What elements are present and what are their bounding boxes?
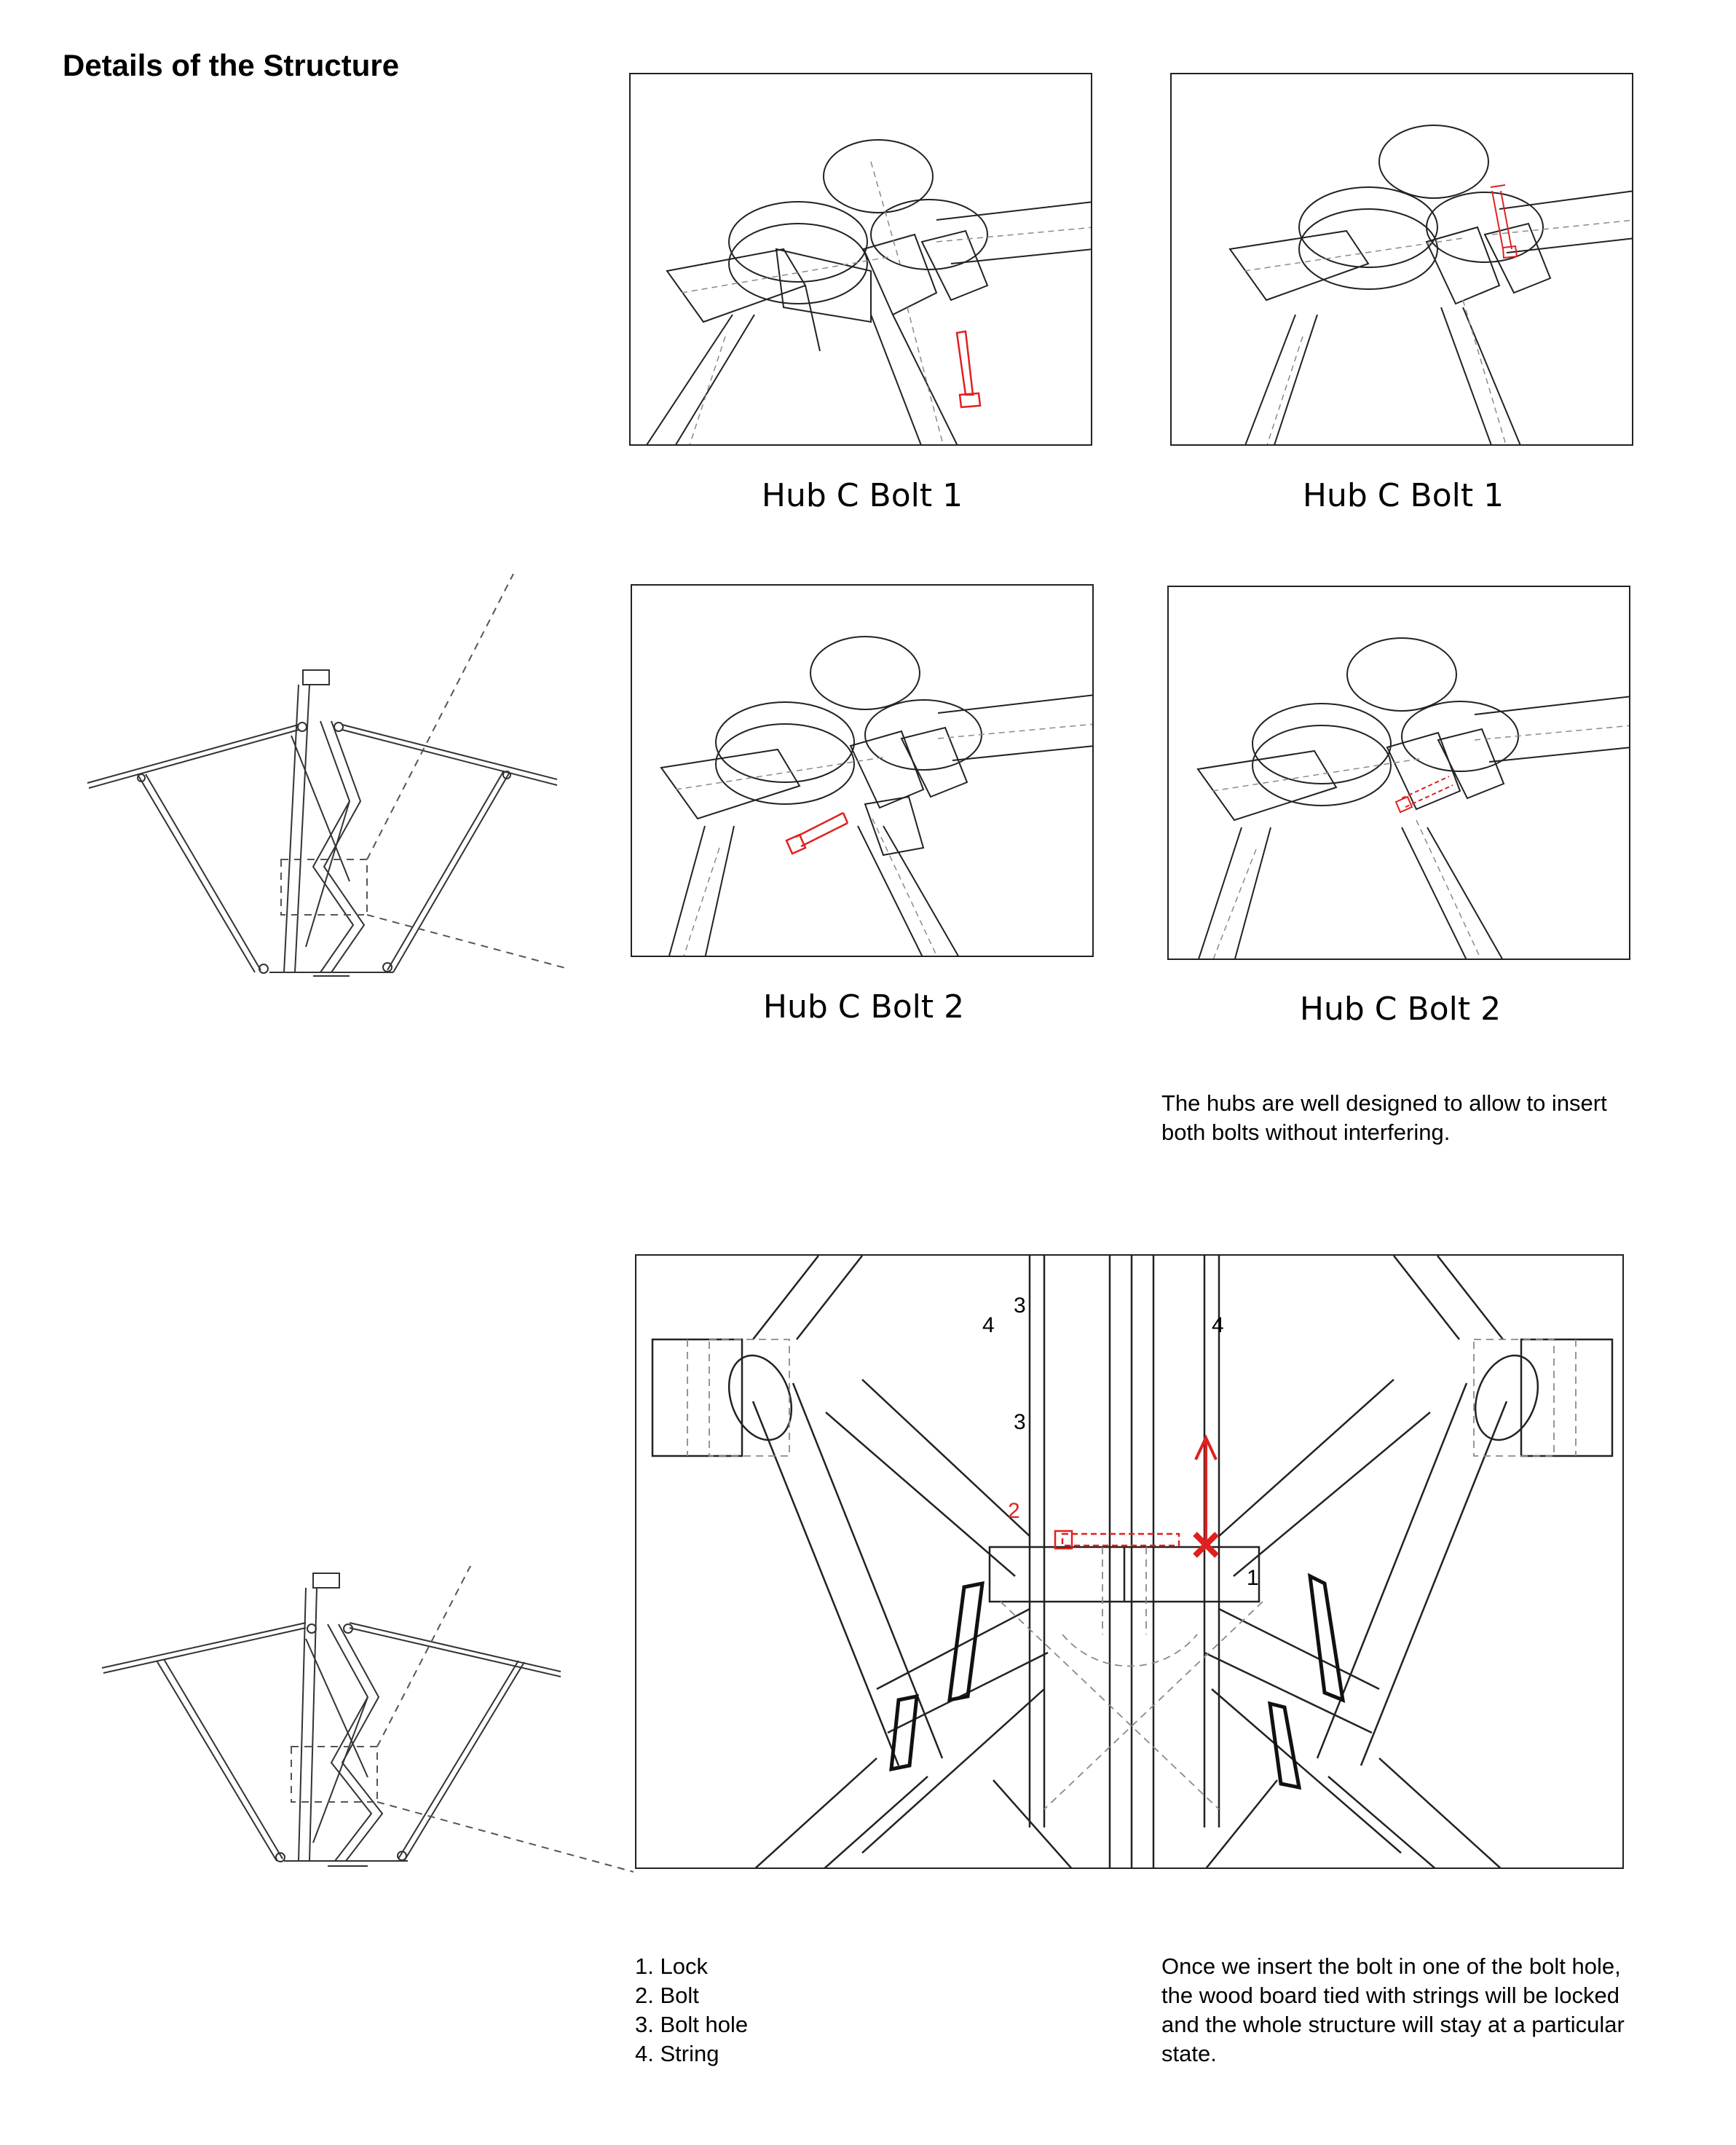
panel-caption: Hub C Bolt 1 [761, 477, 963, 514]
legend-item: 2. Bolt [635, 1983, 699, 2008]
bolt-icon [1394, 776, 1453, 814]
lock-note: Once we insert the bolt in one of the bo… [1161, 1953, 1625, 2066]
lock-mechanism-detail-panel: 1 2 3 3 4 4 [635, 1254, 1624, 1869]
legend-item: 3. Bolt hole [635, 2012, 749, 2037]
label-bolt: 2 [1008, 1499, 1020, 1523]
bolt-icon [785, 811, 849, 855]
hub-assembly-drawing [1228, 125, 1632, 444]
label-bolt-hole-b: 3 [1014, 1410, 1026, 1434]
legend-item: 4. String [635, 2041, 719, 2066]
page-title: Details of the Structure [63, 48, 400, 82]
up-arrow-icon [1194, 1434, 1218, 1543]
label-string-right: 4 [1212, 1313, 1224, 1337]
hub-assembly-drawing [660, 636, 1092, 956]
legend: 1. Lock 2. Bolt 3. Bolt hole 4. String [635, 1952, 748, 2069]
hub-c-bolt-2-panel-b [1167, 586, 1630, 960]
panel-caption: Hub C Bolt 1 [1302, 477, 1504, 514]
hub-c-bolt-1-panel-b [1170, 73, 1633, 446]
hub-assembly-drawing [646, 139, 1091, 444]
hubs-note: The hubs are well designed to allow to i… [1161, 1090, 1607, 1145]
label-bolt-hole-a: 3 [1014, 1294, 1026, 1318]
legend-item: 1. Lock [635, 1953, 708, 1979]
panel-caption: Hub C Bolt 2 [1299, 991, 1502, 1028]
bolt-icon [955, 330, 982, 409]
lock-x-icon [1193, 1532, 1219, 1558]
bolt-icon [1054, 1530, 1180, 1550]
hub-c-bolt-1-panel-a [629, 73, 1092, 446]
hub-c-bolt-2-panel-a [631, 584, 1094, 957]
bolt-icon [1490, 184, 1518, 259]
lock-mechanism-drawing: 1 2 3 3 4 4 [651, 1256, 1614, 1867]
label-lock: 1 [1247, 1566, 1259, 1590]
structure-overview-upper [87, 573, 569, 977]
structure-overview-lower [101, 1566, 634, 1873]
label-string-left: 4 [982, 1313, 995, 1337]
hub-assembly-drawing [1196, 637, 1629, 959]
panel-caption: Hub C Bolt 2 [762, 988, 965, 1026]
